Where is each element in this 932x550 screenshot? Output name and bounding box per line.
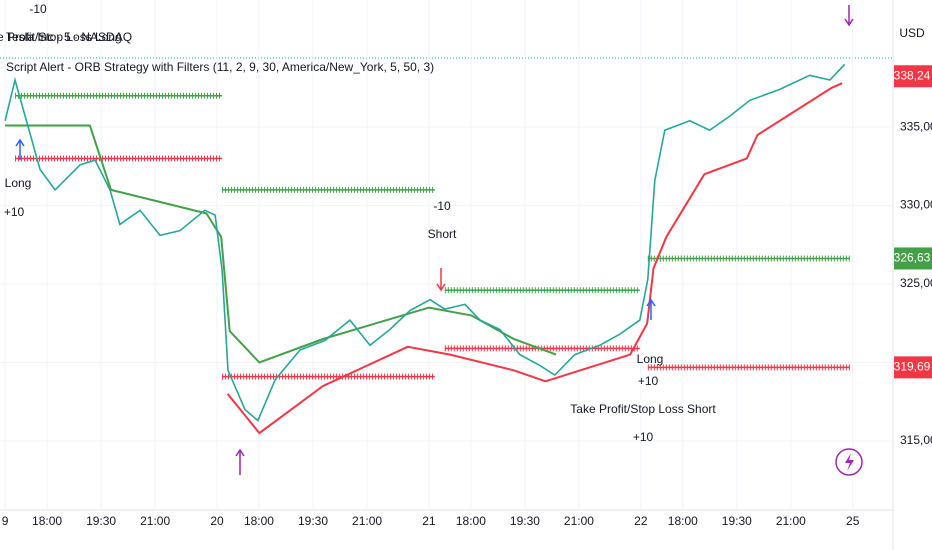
x-tick-label: 18:00 [244, 514, 274, 528]
price-label-box [894, 356, 932, 379]
grid [0, 0, 893, 510]
price-label-box [894, 247, 932, 270]
signal-arrow [844, 5, 854, 27]
annotation: Long [637, 352, 664, 366]
x-tick-label: 21 [422, 514, 436, 528]
x-tick-label: 9 [2, 514, 9, 528]
x-tick-label: 21:00 [776, 514, 806, 528]
signal-arrow [436, 268, 446, 292]
x-tick-label: 20 [210, 514, 224, 528]
annotation: +10 [4, 205, 25, 219]
price-label: 319,69 [894, 360, 931, 374]
annotation: Take Profit/Stop Loss Short [570, 402, 716, 416]
annotation: Take Profit/Stop Loss Long [0, 30, 122, 44]
annotation: +10 [638, 374, 659, 388]
x-tick-label: 19:30 [722, 514, 752, 528]
x-tick-label: 25 [846, 514, 860, 528]
x-tick-label: 18:00 [32, 514, 62, 528]
price-label: 338,24 [894, 68, 931, 82]
plot [4, 63, 850, 435]
signal-arrow [15, 138, 25, 160]
x-tick-label: 21:00 [352, 514, 382, 528]
currency[interactable]: USD [899, 26, 925, 40]
y-tick-label: 330,00 [900, 198, 932, 212]
price-label: 326,63 [894, 251, 931, 265]
signal-arrow [235, 448, 245, 475]
price-line [4, 63, 846, 422]
alert-bolt [845, 453, 854, 471]
chart-title: Tesla Inc · 5 · NASDAQ [6, 30, 132, 44]
y-tick-label: 325,00 [900, 276, 932, 290]
annotation: Long [5, 176, 32, 190]
annotation: -10 [433, 199, 451, 213]
x-tick-label: 19:30 [298, 514, 328, 528]
annotation: +10 [633, 430, 654, 444]
indicator-title: Script Alert - ORB Strategy with Filters… [6, 60, 434, 74]
x-tick-label: 19:30 [510, 514, 540, 528]
y-tick-label: 335,00 [900, 119, 932, 133]
alert-icon[interactable] [835, 448, 863, 476]
y-tick-label: 315,00 [900, 433, 932, 447]
x-tick-label: 21:00 [140, 514, 170, 528]
price-label-box [894, 65, 932, 88]
x-tick-label: 21:00 [564, 514, 594, 528]
x-tick-label: 18:00 [456, 514, 486, 528]
annotation: Short [428, 227, 457, 241]
x-tick-label: 18:00 [668, 514, 698, 528]
trailing-stop [226, 82, 843, 435]
x-tick-label: 22 [634, 514, 648, 528]
x-tick-label: 19:30 [86, 514, 116, 528]
signal-arrow [646, 298, 656, 320]
annotation: -10 [29, 2, 47, 16]
